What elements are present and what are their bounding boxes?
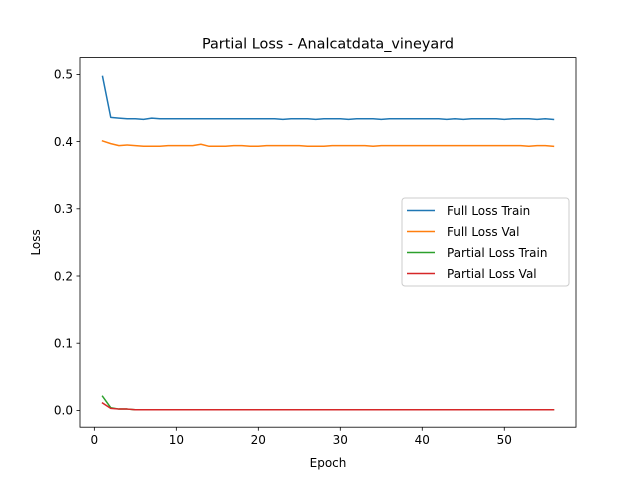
y-tick-label: 0.3 <box>54 202 73 216</box>
series-line-4 <box>101 401 555 411</box>
legend-label: Partial Loss Train <box>447 246 547 260</box>
series-line-2 <box>101 139 555 148</box>
x-axis-ticks: 0 10 20 30 40 50 <box>91 427 512 447</box>
legend-label: Partial Loss Val <box>447 267 537 281</box>
y-axis-label: Loss <box>29 229 43 255</box>
chart-title: Partial Loss - Analcatdata_vineyard <box>202 37 454 53</box>
x-tick-label: 50 <box>497 433 512 447</box>
x-tick-label: 0 <box>91 433 99 447</box>
y-tick-label: 0.1 <box>54 337 73 351</box>
x-axis-label: Epoch <box>310 456 347 470</box>
legend: Full Loss Train Full Loss Val Partial Loss… <box>401 197 570 287</box>
y-tick-label: 0.4 <box>54 135 73 149</box>
legend-label: Full Loss Train <box>447 204 530 218</box>
legend-box <box>401 197 570 287</box>
series-line-1 <box>101 75 555 121</box>
y-axis-ticks: 0.0 0.1 0.2 0.3 0.4 0.5 <box>54 68 80 418</box>
x-tick-label: 30 <box>333 433 348 447</box>
y-tick-label: 0.0 <box>54 404 73 418</box>
y-tick-label: 0.2 <box>54 269 73 283</box>
y-tick-label: 0.5 <box>54 68 73 82</box>
x-tick-label: 10 <box>169 433 184 447</box>
series-lines <box>101 75 555 411</box>
x-tick-label: 20 <box>251 433 266 447</box>
legend-label: Full Loss Val <box>447 225 519 239</box>
axes-frame <box>79 57 577 428</box>
x-tick-label: 40 <box>415 433 430 447</box>
